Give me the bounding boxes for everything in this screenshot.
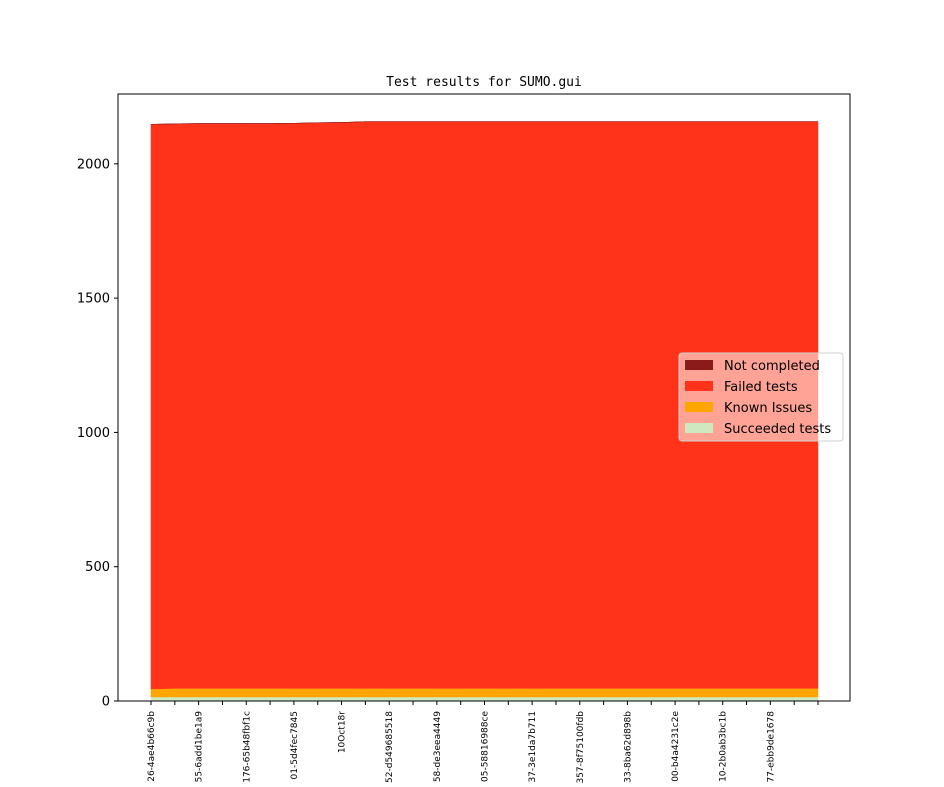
legend-label: Failed tests	[724, 380, 798, 395]
legend-swatch	[685, 381, 713, 391]
legend-label: Not completed	[724, 359, 820, 374]
x-tick-label: 55-6add1be1a9	[195, 711, 205, 783]
x-tick-label: 26-4ae4b66c9b	[147, 711, 157, 782]
y-tick-label: 1500	[77, 292, 110, 307]
y-tick-label: 1000	[77, 426, 110, 441]
x-tick-label: 10Oct18r	[338, 711, 348, 753]
x-tick-label: 77-ebb9de1678	[766, 711, 776, 783]
area-not-completed	[150, 121, 818, 125]
x-axis: 26-4ae4b66c9b 55-6add1be1a9 176-65b48fbf1c…	[147, 701, 819, 784]
legend-label: Known Issues	[724, 401, 812, 416]
x-tick-label: 33-8ba62d898b	[623, 711, 633, 783]
legend-label: Succeeded tests	[724, 422, 831, 437]
x-tick-label: 52-d549685518	[385, 711, 395, 783]
x-tick-label: 10-2b0ab3bc1b	[719, 711, 729, 782]
x-tick-label: 58-de3eea4449	[433, 711, 443, 782]
x-tick-label: 176-65b48fbf1c	[242, 711, 252, 783]
legend-swatch	[685, 360, 713, 370]
x-tick-label: 01-5d4fec7845	[290, 711, 300, 779]
x-tick-label: 37-3e1da7b711	[528, 711, 538, 783]
legend-swatch	[685, 423, 713, 433]
y-tick-label: 0	[102, 695, 110, 710]
y-tick-label: 2000	[77, 157, 110, 172]
area-known-issues	[150, 688, 819, 698]
x-tick-label: 00-b4a4231c2e	[671, 711, 681, 782]
area-succeeded-tests	[150, 696, 819, 702]
legend-swatch	[685, 402, 713, 412]
x-tick-label: 05-58816988ce	[481, 711, 491, 782]
x-tick-label: 357-8f75100fdb	[576, 711, 586, 784]
legend: Not completed Failed tests Known Issues Suc…	[678, 352, 844, 442]
legend-box	[678, 352, 844, 442]
y-tick-label: 500	[85, 560, 110, 575]
chart-title: Test results for SUMO.gui	[386, 75, 582, 90]
y-axis: 0 500 1000 1500 2000	[77, 157, 118, 710]
